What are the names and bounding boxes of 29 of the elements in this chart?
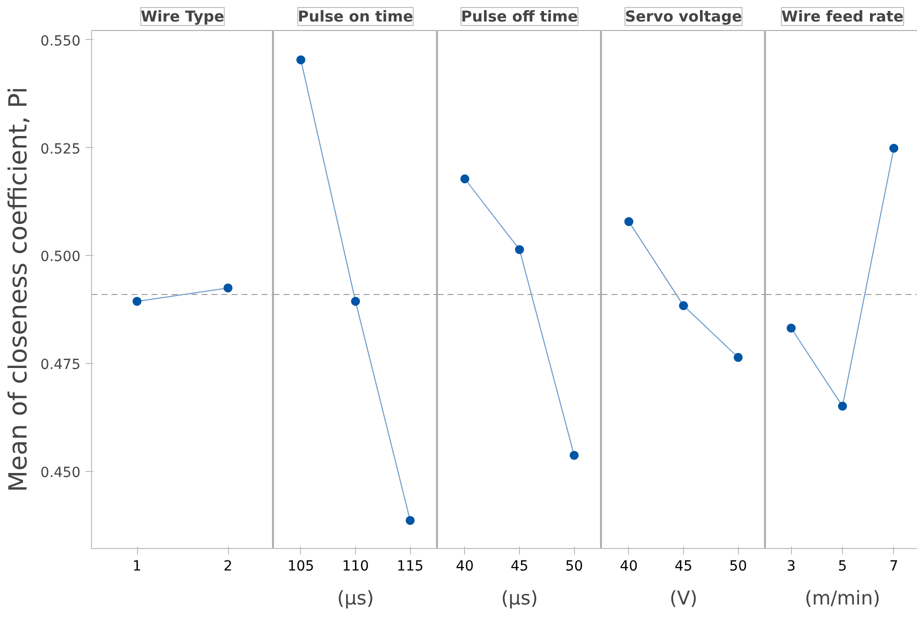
x-axis-title: (V)	[670, 588, 698, 610]
x-tick-label: 1	[132, 558, 142, 574]
x-axis-title: (µs)	[501, 588, 538, 610]
chart-title: Wire Type	[140, 8, 224, 26]
x-tick-label: 3	[786, 558, 796, 574]
y-tick-label: 0.550	[40, 33, 81, 50]
x-tick-label: 5	[838, 558, 847, 574]
x-tick-label: 40	[620, 558, 638, 574]
chart-title: Wire feed rate	[781, 8, 904, 26]
x-axis-title: (m/min)	[804, 588, 880, 610]
y-tick-label: 0.500	[40, 249, 81, 266]
x-tick-label: 45	[674, 558, 692, 574]
x-tick-label: 7	[889, 558, 898, 574]
y-tick-label: 0.475	[40, 356, 81, 373]
x-tick-label: 50	[565, 558, 584, 574]
x-tick-label: 110	[342, 558, 369, 574]
y-tick-label: 0.525	[40, 141, 81, 158]
chart-title: Servo voltage	[624, 8, 742, 26]
y-tick-label: 0.450	[40, 464, 81, 481]
x-tick-label: 105	[287, 558, 314, 574]
x-tick-label: 50	[729, 558, 748, 574]
y-axis-title: Mean of closeness coefficient, Pi	[3, 86, 32, 492]
chart-title: Pulse on time	[298, 8, 414, 26]
x-axis-title: (µs)	[337, 588, 374, 610]
x-tick-label: 2	[224, 558, 232, 574]
x-tick-label: 40	[456, 558, 474, 574]
chart-title: Pulse off time	[461, 8, 578, 26]
x-tick-label: 115	[396, 558, 424, 574]
x-tick-label: 45	[510, 558, 528, 574]
